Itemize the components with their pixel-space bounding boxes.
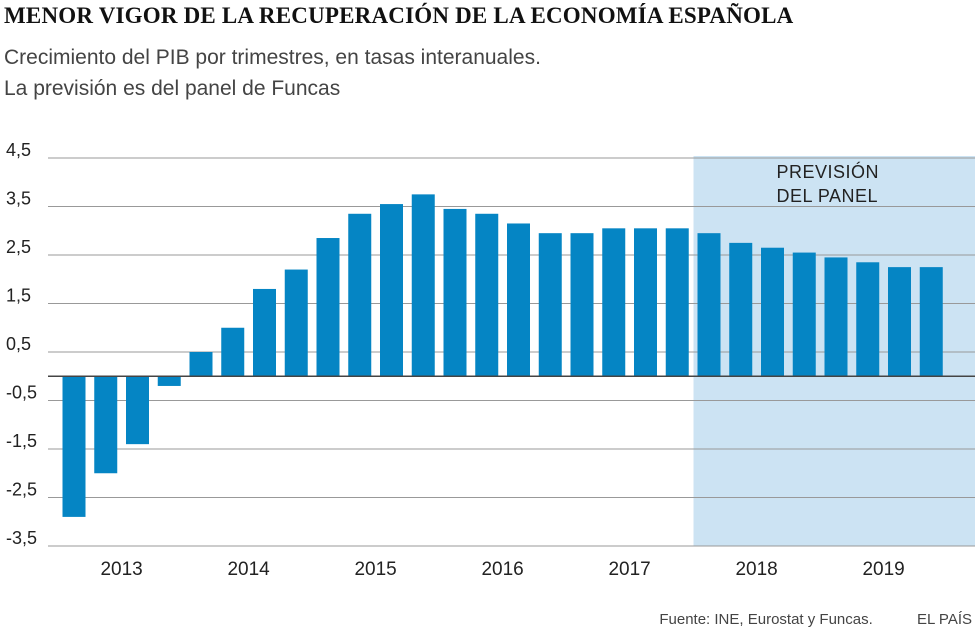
- bar: [380, 204, 403, 377]
- bar: [602, 228, 626, 377]
- x-year-label: 2019: [862, 559, 904, 580]
- y-tick-label: -0,5: [6, 383, 37, 403]
- x-year-label: 2016: [481, 559, 523, 580]
- bar: [316, 238, 340, 377]
- bar: [570, 233, 594, 377]
- x-year-label: 2015: [354, 559, 396, 580]
- bar: [348, 213, 372, 377]
- subtitle-line-1: Crecimiento del PIB por trimestres, en t…: [4, 46, 541, 69]
- bar: [253, 288, 276, 377]
- label-layer: 4,5 3,5 2,5 1,5 0,5 -0,5 -1,5 -2,5 -3,5 2013 2014 2…: [6, 140, 905, 580]
- bar: [411, 194, 435, 377]
- bar: [284, 269, 308, 377]
- chart-subtitle: Crecimiento del PIB por trimestres, en t…: [4, 42, 541, 104]
- y-tick-label: 2,5: [6, 237, 31, 257]
- x-year-label: 2013: [100, 559, 142, 580]
- bar: [792, 252, 816, 377]
- bar: [919, 267, 943, 377]
- y-tick-label: -1,5: [6, 431, 37, 451]
- forecast-label: DEL PANEL: [777, 186, 879, 206]
- bar: [888, 267, 911, 377]
- y-tick-label: 4,5: [6, 140, 31, 160]
- forecast-label: PREVISIÓN: [777, 161, 880, 182]
- x-year-label: 2018: [735, 559, 777, 580]
- bar: [761, 247, 784, 377]
- bar: [697, 233, 721, 377]
- chart-title: MENOR VIGOR DE LA RECUPERACIÓN DE LA ECO…: [4, 3, 794, 28]
- bar: [538, 233, 562, 377]
- bar: [507, 223, 530, 377]
- y-tick-label: -2,5: [6, 480, 37, 500]
- bar: [62, 376, 86, 517]
- y-tick-label: 1,5: [6, 286, 31, 306]
- bar-layer: [62, 194, 943, 517]
- y-tick-label: 3,5: [6, 189, 31, 209]
- bar: [157, 376, 181, 386]
- bar: [475, 213, 499, 377]
- brand-logo: EL PAÍS: [916, 611, 972, 628]
- x-year-label: 2017: [608, 559, 650, 580]
- bar: [665, 228, 689, 377]
- bar: [126, 376, 149, 445]
- bar: [634, 228, 657, 377]
- y-tick-label: -3,5: [6, 528, 37, 548]
- x-year-label: 2014: [227, 559, 270, 580]
- bar: [729, 242, 753, 377]
- bar: [221, 327, 245, 377]
- footer: Fuente: INE, Eurostat y Funcas. EL PAÍS: [659, 611, 972, 628]
- subtitle-line-2: La previsión es del panel de Funcas: [4, 77, 341, 100]
- bar: [443, 208, 467, 377]
- bar: [189, 352, 213, 377]
- y-tick-label: 0,5: [6, 334, 31, 354]
- bar: [824, 257, 848, 377]
- bar: [94, 376, 118, 474]
- bar: [856, 262, 880, 377]
- source-note: Fuente: INE, Eurostat y Funcas.: [659, 611, 873, 628]
